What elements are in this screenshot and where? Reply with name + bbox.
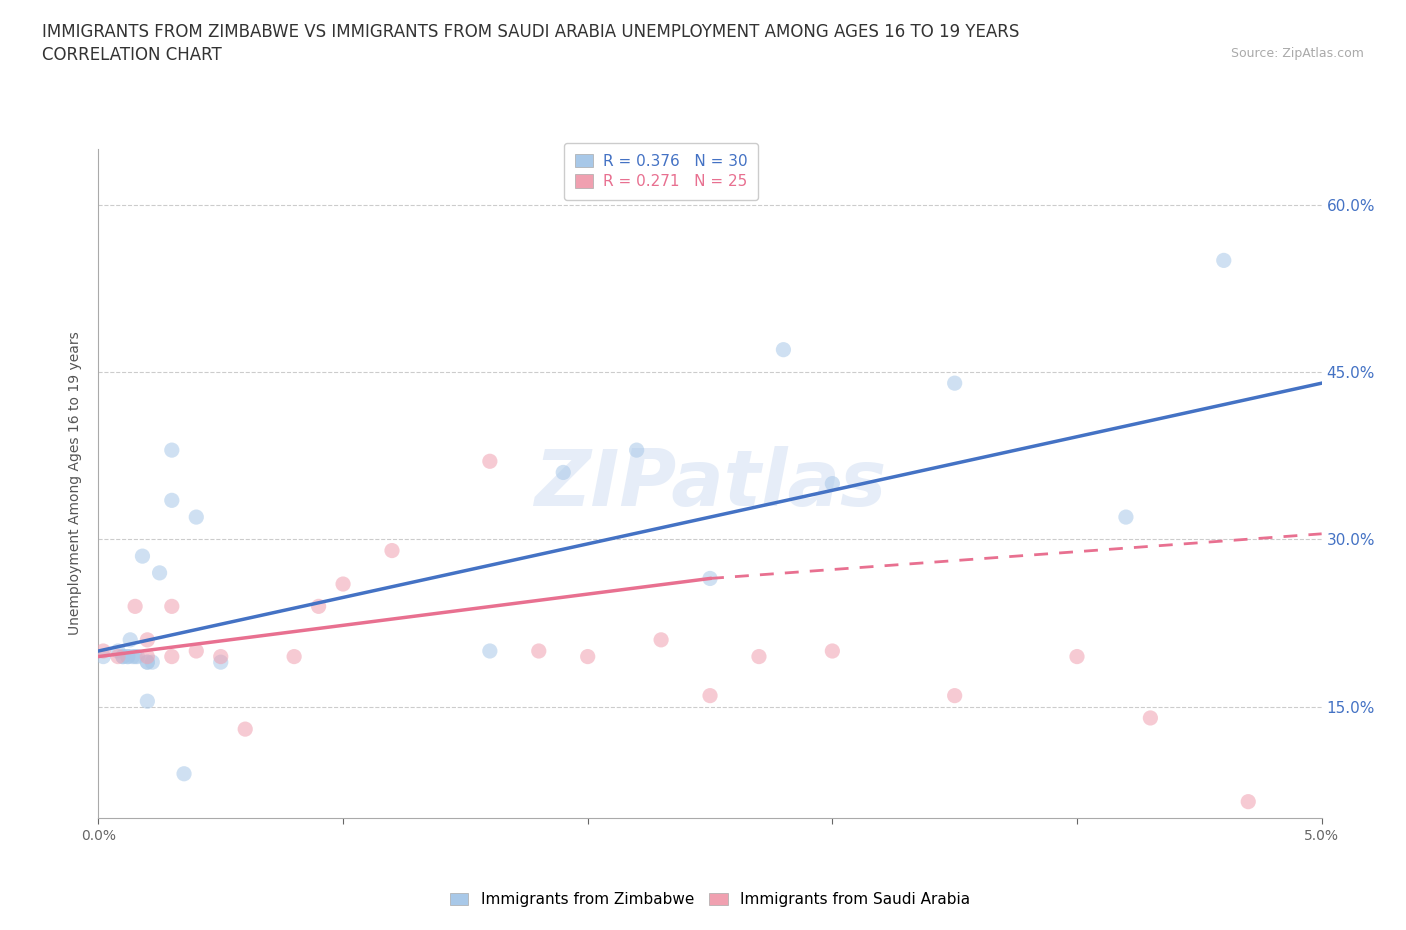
Point	[209, 655, 232, 670]
Point	[332, 577, 354, 591]
Point	[124, 649, 146, 664]
Point	[821, 644, 844, 658]
Point	[160, 599, 183, 614]
Point	[308, 599, 330, 614]
Point	[131, 549, 153, 564]
Point	[527, 644, 550, 658]
Point	[943, 688, 966, 703]
Point	[626, 443, 648, 458]
Point	[136, 649, 159, 664]
Text: Source: ZipAtlas.com: Source: ZipAtlas.com	[1230, 46, 1364, 60]
Point	[1066, 649, 1088, 664]
Point	[233, 722, 256, 737]
Point	[111, 649, 134, 664]
Point	[186, 644, 208, 658]
Point	[381, 543, 404, 558]
Point	[1237, 794, 1260, 809]
Y-axis label: Unemployment Among Ages 16 to 19 years: Unemployment Among Ages 16 to 19 years	[69, 332, 83, 635]
Point	[576, 649, 599, 664]
Point	[943, 376, 966, 391]
Point	[107, 649, 129, 664]
Point	[478, 454, 501, 469]
Point	[160, 649, 183, 664]
Point	[149, 565, 172, 580]
Point	[136, 655, 159, 670]
Legend: Immigrants from Zimbabwe, Immigrants from Saudi Arabia: Immigrants from Zimbabwe, Immigrants fro…	[441, 883, 979, 916]
Point	[283, 649, 305, 664]
Point	[186, 510, 208, 525]
Point	[1115, 510, 1137, 525]
Point	[1212, 253, 1234, 268]
Point	[1139, 711, 1161, 725]
Point	[699, 688, 721, 703]
Point	[173, 766, 195, 781]
Point	[120, 632, 142, 647]
Point	[124, 599, 146, 614]
Point	[821, 476, 844, 491]
Point	[136, 655, 159, 670]
Point	[772, 342, 794, 357]
Point	[478, 644, 501, 658]
Point	[111, 649, 134, 664]
Point	[748, 649, 770, 664]
Point	[127, 649, 149, 664]
Point	[136, 694, 159, 709]
Point	[160, 443, 183, 458]
Point	[117, 649, 139, 664]
Point	[117, 649, 139, 664]
Point	[553, 465, 575, 480]
Point	[650, 632, 672, 647]
Point	[160, 493, 183, 508]
Text: ZIPatlas: ZIPatlas	[534, 445, 886, 522]
Text: IMMIGRANTS FROM ZIMBABWE VS IMMIGRANTS FROM SAUDI ARABIA UNEMPLOYMENT AMONG AGES: IMMIGRANTS FROM ZIMBABWE VS IMMIGRANTS F…	[42, 23, 1019, 41]
Point	[91, 649, 114, 664]
Point	[141, 655, 163, 670]
Point	[136, 632, 159, 647]
Point	[121, 649, 143, 664]
Point	[209, 649, 232, 664]
Point	[91, 644, 114, 658]
Text: CORRELATION CHART: CORRELATION CHART	[42, 46, 222, 64]
Point	[107, 644, 129, 658]
Point	[699, 571, 721, 586]
